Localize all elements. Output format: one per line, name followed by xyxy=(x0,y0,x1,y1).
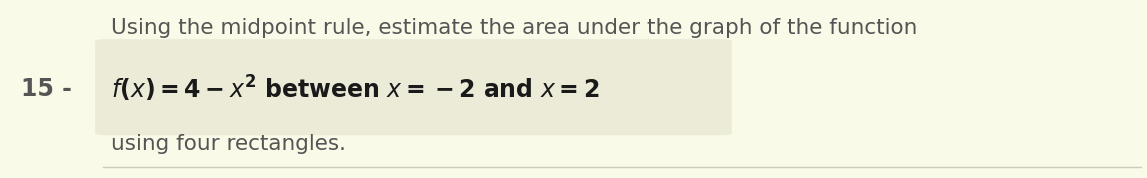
Text: using four rectangles.: using four rectangles. xyxy=(111,134,346,154)
FancyBboxPatch shape xyxy=(95,39,732,135)
Text: Using the midpoint rule, estimate the area under the graph of the function: Using the midpoint rule, estimate the ar… xyxy=(111,19,918,38)
Text: $\bf{\mathit{f}(\mathit{x}) = 4 - \mathit{x}^2}$$\bf{\ between\ \mathit{x} = -2\: $\bf{\mathit{f}(\mathit{x}) = 4 - \mathi… xyxy=(111,74,600,104)
Text: 15 -: 15 - xyxy=(21,77,71,101)
